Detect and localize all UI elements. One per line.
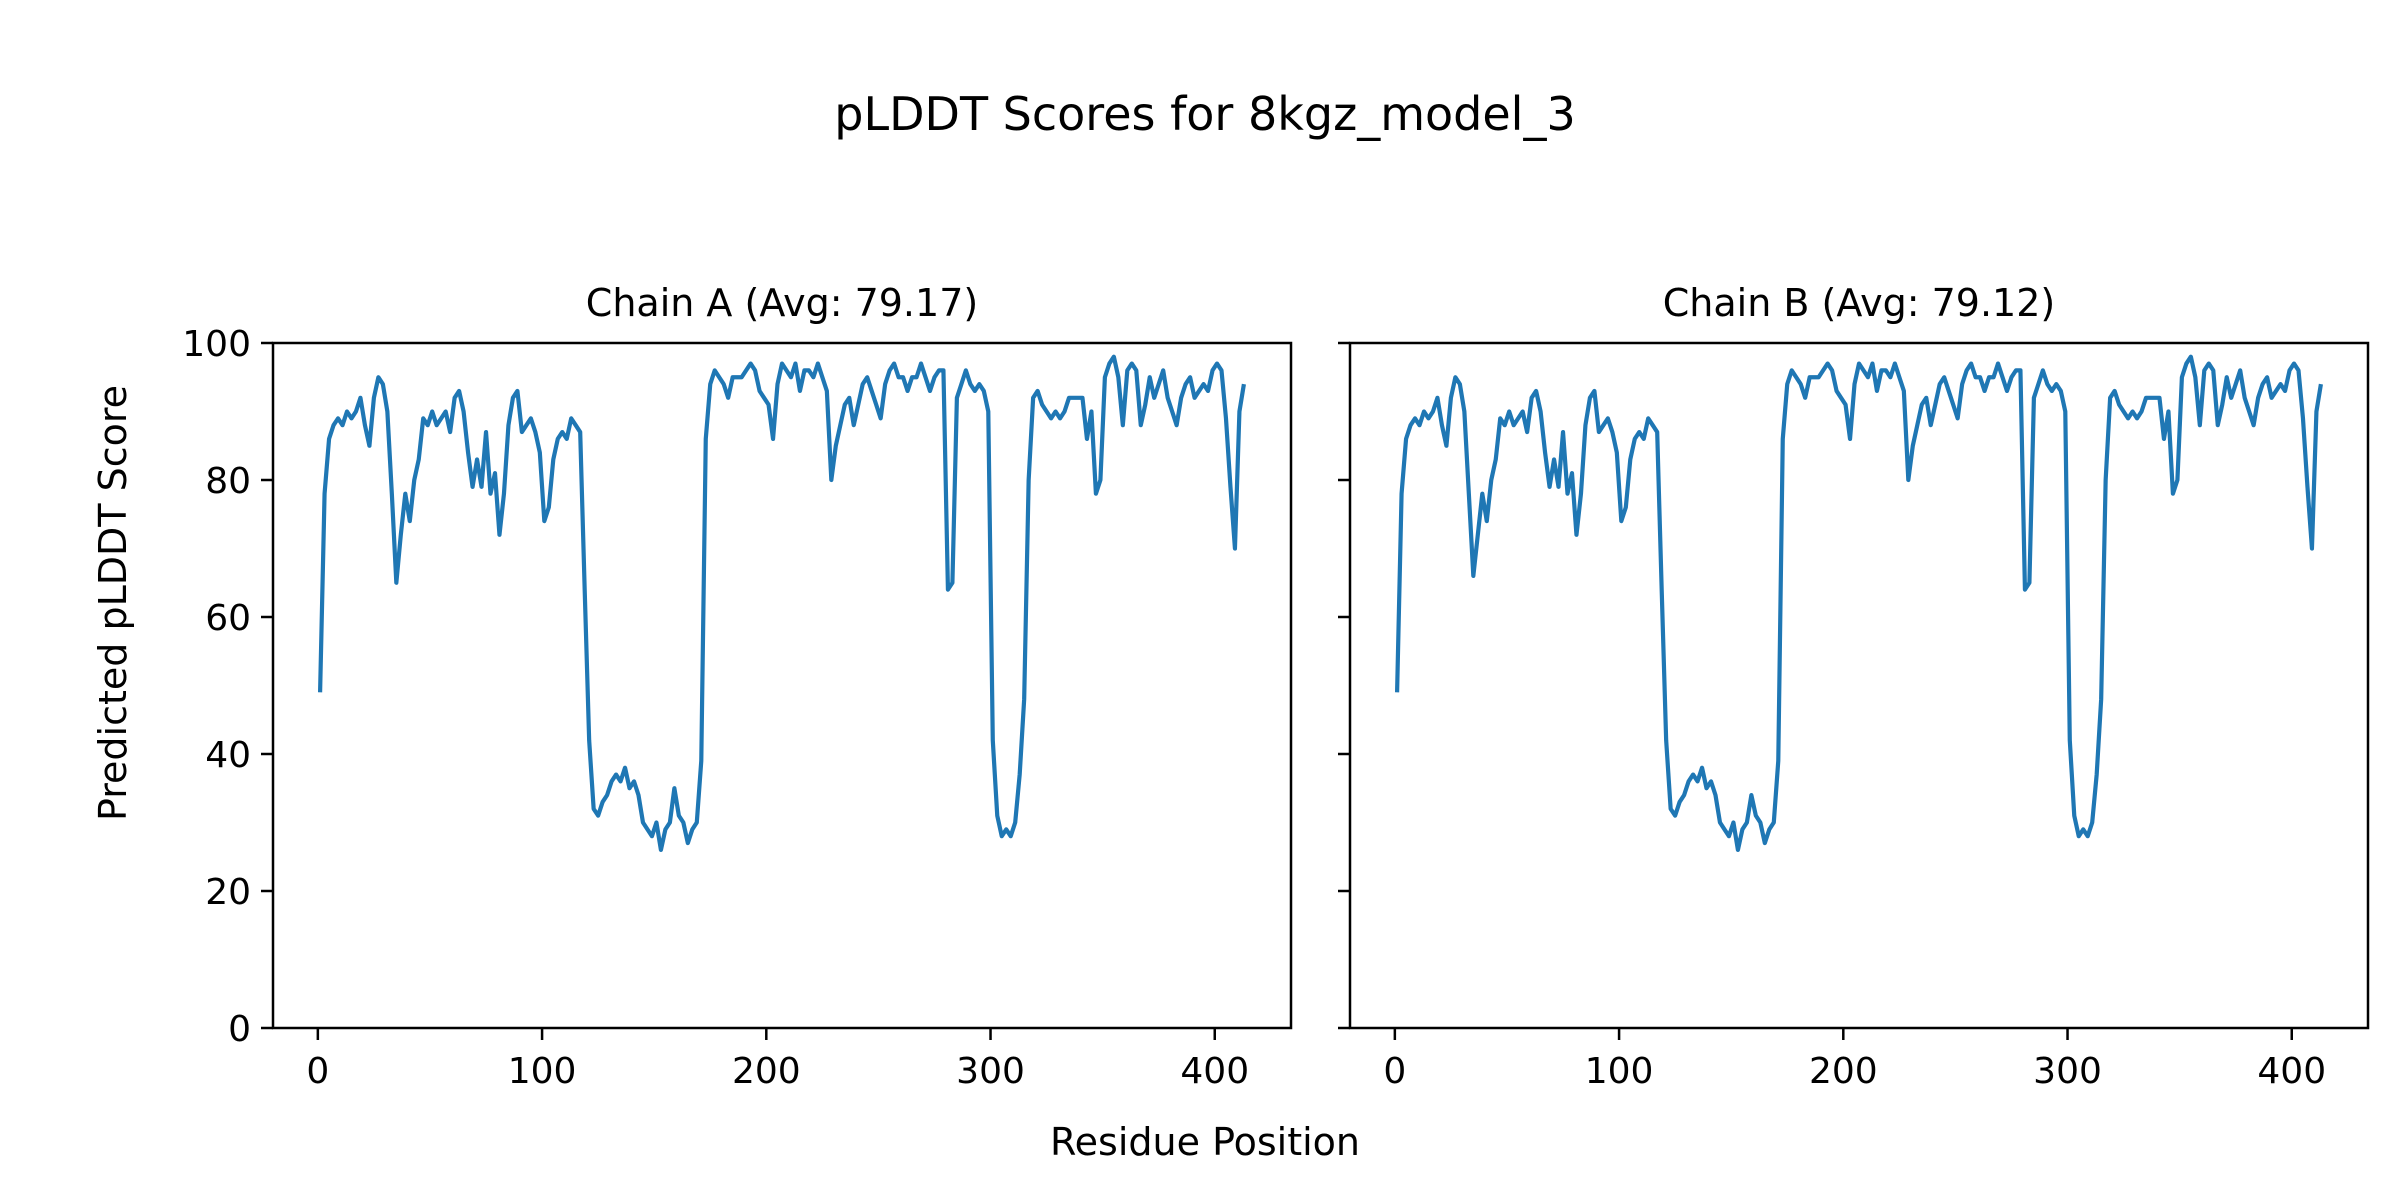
plot-frame-chain-b: [1348, 341, 2370, 1030]
x-tick-label-chain-a-300: 300: [956, 1051, 1025, 1092]
x-tick-label-chain-b-300: 300: [2033, 1051, 2102, 1092]
y-tick-label-chain-a-20: 20: [205, 872, 251, 913]
x-tick-label-chain-b-200: 200: [1809, 1051, 1878, 1092]
x-axis-label: Residue Position: [1050, 1120, 1360, 1164]
figure-title: pLDDT Scores for 8kgz_model_3: [834, 87, 1575, 141]
y-tick-label-chain-a-60: 60: [205, 598, 251, 639]
y-tick-label-chain-a-80: 80: [205, 461, 251, 502]
x-tick-label-chain-a-200: 200: [732, 1051, 801, 1092]
panel-title-chain-b: Chain B (Avg: 79.12): [1663, 281, 2055, 325]
x-tick-label-chain-b-0: 0: [1383, 1051, 1406, 1092]
chart-panel-chain-a: Chain A (Avg: 79.17) 0 100 200 300 400 0 20 40 6…: [182, 281, 1293, 1092]
x-tick-label-chain-a-0: 0: [306, 1051, 329, 1092]
chart-panel-chain-b: Chain B (Avg: 79.12) 0 100 200 300 400: [1338, 281, 2370, 1092]
series-line-chain-a: [317, 354, 1246, 852]
y-axis-label: Predicted pLDDT Score: [91, 385, 135, 821]
plot-frame-chain-a: [271, 341, 1293, 1030]
x-tick-label-chain-b-400: 400: [2257, 1051, 2326, 1092]
panel-title-chain-a: Chain A (Avg: 79.17): [586, 281, 978, 325]
y-tick-label-chain-a-0: 0: [228, 1009, 251, 1050]
y-tick-label-chain-a-40: 40: [205, 735, 251, 776]
series-line-chain-b: [1394, 354, 2323, 852]
x-tick-label-chain-b-100: 100: [1585, 1051, 1654, 1092]
y-tick-label-chain-a-100: 100: [182, 324, 251, 365]
x-tick-label-chain-a-100: 100: [508, 1051, 577, 1092]
x-tick-label-chain-a-400: 400: [1180, 1051, 1249, 1092]
